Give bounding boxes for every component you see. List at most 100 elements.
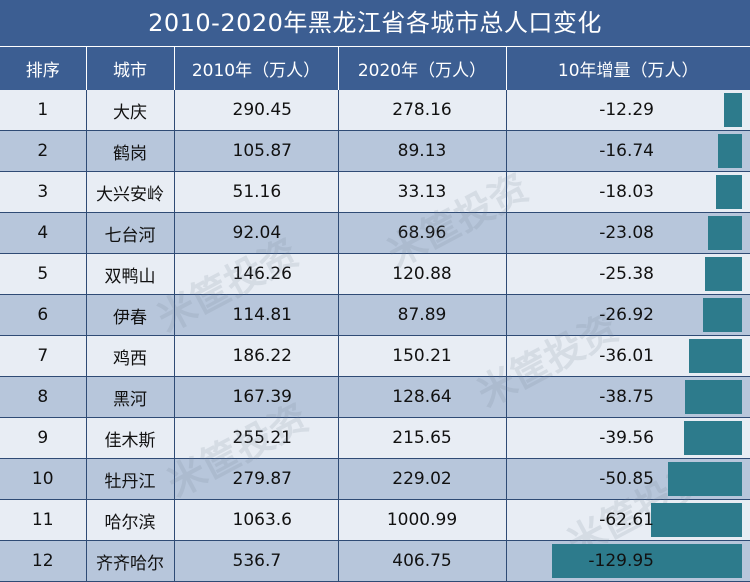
cell-rank: 1 [0, 90, 86, 131]
cell-city: 鹤岗 [85, 130, 174, 172]
cell-pop-2020: 120.88 [337, 253, 506, 295]
table-row: 11 哈尔滨 1063.6 1000.99 -62.61 [0, 499, 750, 541]
cell-pop-2020: 68.96 [337, 212, 506, 254]
cell-pop-2020: 278.16 [337, 90, 506, 131]
table-row: 4 七台河 92.04 68.96 -23.08 [0, 212, 750, 254]
delta-bar [717, 134, 742, 168]
cell-delta: -26.92 [505, 294, 750, 336]
delta-bar [702, 298, 742, 332]
cell-pop-2010: 146.26 [173, 253, 338, 295]
cell-pop-2020: 89.13 [337, 130, 506, 172]
cell-city: 大庆 [85, 90, 174, 131]
header-city: 城市 [85, 46, 174, 90]
cell-city: 黑河 [85, 376, 174, 418]
cell-pop-2010: 255.21 [173, 417, 338, 459]
table-row: 8 黑河 167.39 128.64 -38.75 [0, 376, 750, 418]
header-delta: 10年增量（万人） [505, 46, 750, 90]
cell-pop-2020: 128.64 [337, 376, 506, 418]
header-2020: 2020年（万人） [337, 46, 506, 90]
cell-rank: 6 [0, 294, 86, 336]
cell-rank: 5 [0, 253, 86, 295]
cell-pop-2010: 105.87 [173, 130, 338, 172]
cell-pop-2020: 33.13 [337, 171, 506, 213]
cell-pop-2020: 87.89 [337, 294, 506, 336]
cell-city: 佳木斯 [85, 417, 174, 459]
delta-bar [667, 462, 742, 496]
delta-bar [685, 380, 742, 414]
table-title: 2010-2020年黑龙江省各城市总人口变化 [0, 0, 750, 46]
cell-pop-2020: 229.02 [337, 458, 506, 500]
cell-pop-2010: 279.87 [173, 458, 338, 500]
cell-city: 哈尔滨 [85, 499, 174, 541]
cell-delta: -50.85 [505, 458, 750, 500]
cell-rank: 10 [0, 458, 86, 500]
table-row: 9 佳木斯 255.21 215.65 -39.56 [0, 417, 750, 459]
cell-rank: 3 [0, 171, 86, 213]
cell-delta: -36.01 [505, 335, 750, 377]
delta-label: -18.03 [599, 182, 654, 202]
cell-pop-2010: 167.39 [173, 376, 338, 418]
cell-delta: -39.56 [505, 417, 750, 459]
cell-delta: -23.08 [505, 212, 750, 254]
cell-pop-2010: 536.7 [173, 540, 338, 582]
cell-city: 双鸭山 [85, 253, 174, 295]
delta-label: -50.85 [599, 469, 654, 489]
header-rank: 排序 [0, 46, 86, 90]
cell-rank: 7 [0, 335, 86, 377]
table-row: 12 齐齐哈尔 536.7 406.75 -129.95 [0, 540, 750, 582]
population-table: 排序 城市 2010年（万人） 2020年（万人） 10年增量（万人） 1 大庆 2… [0, 46, 750, 582]
delta-label: -23.08 [599, 223, 654, 243]
delta-label: -38.75 [599, 387, 654, 407]
cell-pop-2020: 215.65 [337, 417, 506, 459]
cell-rank: 9 [0, 417, 86, 459]
table-row: 1 大庆 290.45 278.16 -12.29 [0, 90, 750, 131]
cell-delta: -62.61 [505, 499, 750, 541]
delta-bar [684, 421, 742, 455]
delta-label: -62.61 [599, 510, 654, 530]
cell-pop-2020: 150.21 [337, 335, 506, 377]
cell-pop-2020: 406.75 [337, 540, 506, 582]
cell-city: 牡丹江 [85, 458, 174, 500]
delta-bar [715, 175, 742, 209]
cell-city: 鸡西 [85, 335, 174, 377]
cell-rank: 8 [0, 376, 86, 418]
cell-delta: -38.75 [505, 376, 750, 418]
delta-label: -26.92 [599, 305, 654, 325]
cell-pop-2010: 186.22 [173, 335, 338, 377]
delta-label: -12.29 [599, 100, 654, 120]
delta-bar [724, 93, 742, 127]
cell-pop-2010: 1063.6 [173, 499, 338, 541]
header-row: 排序 城市 2010年（万人） 2020年（万人） 10年增量（万人） [0, 46, 750, 90]
delta-label: -36.01 [599, 346, 654, 366]
cell-delta: -12.29 [505, 90, 750, 131]
delta-bar [650, 503, 742, 537]
cell-delta: -16.74 [505, 130, 750, 172]
cell-pop-2020: 1000.99 [337, 499, 506, 541]
cell-pop-2010: 114.81 [173, 294, 338, 336]
cell-pop-2010: 51.16 [173, 171, 338, 213]
cell-delta: -129.95 [505, 540, 750, 582]
cell-delta: -25.38 [505, 253, 750, 295]
cell-rank: 4 [0, 212, 86, 254]
cell-city: 伊春 [85, 294, 174, 336]
delta-label: -25.38 [599, 264, 654, 284]
table-row: 3 大兴安岭 51.16 33.13 -18.03 [0, 171, 750, 213]
table-row: 6 伊春 114.81 87.89 -26.92 [0, 294, 750, 336]
header-2010: 2010年（万人） [173, 46, 338, 90]
table-row: 7 鸡西 186.22 150.21 -36.01 [0, 335, 750, 377]
cell-city: 大兴安岭 [85, 171, 174, 213]
cell-city: 七台河 [85, 212, 174, 254]
delta-label: -39.56 [599, 428, 654, 448]
delta-label: -129.95 [588, 551, 654, 571]
cell-rank: 11 [0, 499, 86, 541]
delta-label: -16.74 [599, 141, 654, 161]
cell-rank: 2 [0, 130, 86, 172]
table-row: 2 鹤岗 105.87 89.13 -16.74 [0, 130, 750, 172]
cell-rank: 12 [0, 540, 86, 582]
cell-delta: -18.03 [505, 171, 750, 213]
cell-city: 齐齐哈尔 [85, 540, 174, 582]
delta-bar [704, 257, 742, 291]
cell-pop-2010: 290.45 [173, 90, 338, 131]
cell-pop-2010: 92.04 [173, 212, 338, 254]
delta-bar [689, 339, 742, 373]
